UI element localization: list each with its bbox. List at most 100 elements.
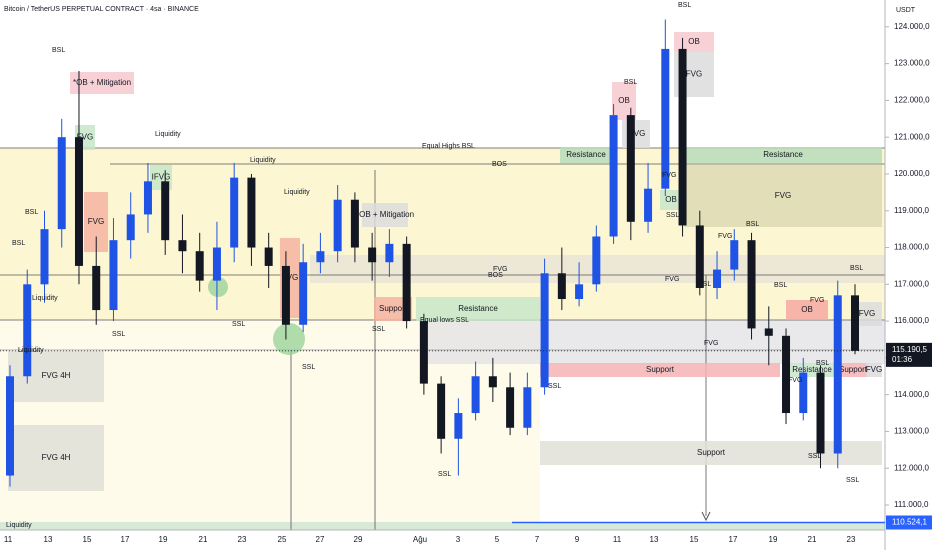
x-tick-label: 17 [121,535,130,544]
zone-label: Resistance [792,365,832,374]
liquidity-band [0,522,885,530]
annotation-label: FVG [662,172,676,179]
y-tick-label: 122.000,0 [894,96,930,105]
annotation-label: FVG [493,266,507,273]
candle-body [368,247,377,263]
candle-body [385,243,394,263]
zone-label: Support [379,304,408,313]
annotation-label: FVG [718,233,732,240]
candle-body [592,236,601,285]
zone-box [416,297,540,321]
annotation-label: SSL [808,453,821,460]
y-tick-label: 116.000,0 [894,316,930,325]
candle-body [782,335,791,414]
candle-body [816,372,825,454]
currency: USDT [896,7,916,14]
candle-body [109,240,118,311]
candle-body [299,262,308,325]
y-tick-label: 114.000,0 [894,390,930,399]
candle-body [143,181,152,215]
x-tick-label: 27 [316,535,325,544]
zone-box [612,82,636,120]
target-box [886,515,932,530]
candle-body [126,214,135,241]
x-tick-label: 21 [808,535,817,544]
gray-band [420,320,885,364]
candle-body [730,240,739,270]
candle-body [454,413,463,439]
x-tick-label: 19 [159,535,168,544]
annotation-label: Liquidity [6,522,32,529]
candle-body [247,177,256,248]
x-tick-label: 23 [847,535,856,544]
candle-body [402,243,411,322]
zone-box [70,72,134,94]
y-tick-label: 113.000,0 [894,427,930,436]
candle-body [264,247,273,266]
annotation-label: Liquidity [155,131,181,138]
zone-label: FVG [77,133,93,142]
annotation-label: BOS [488,272,503,279]
zone-label: FVG [859,309,875,318]
x-tick-label: 25 [278,535,287,544]
target-label: 110.524,1 [892,518,928,527]
candle-body [333,199,342,252]
annotation-label: SSL [438,471,451,478]
x-tick-label: 7 [535,535,540,544]
zone-label: Resistance [763,150,803,159]
candle-body [195,251,204,281]
zone-label: FVG [88,217,104,226]
annotation-label: SSL [302,364,315,371]
zone-box [560,147,612,163]
x-tick-label: 11 [4,535,13,544]
annotation-label: FVG [788,377,802,384]
annotation-label: BSL [678,2,691,9]
annotation-label: FVG [810,297,824,304]
x-tick-label: 13 [650,535,659,544]
chart-title: Bitcoin / TetherUS PERPETUAL CONTRACT · … [4,6,199,13]
candle-body [764,328,773,336]
y-tick-label: 121.000,0 [894,132,930,141]
candle-body [419,321,428,384]
annotation-label: Liquidity [32,295,58,302]
highlight-circle [208,277,228,297]
zone-label: *OB + Mitigation [356,210,414,219]
x-tick-label: 29 [354,535,363,544]
zone-box [8,425,104,491]
annotation-label: BSL [746,221,759,228]
zone-label: IFVG [152,173,171,182]
zone-label: Support [697,448,726,457]
candle-body [833,295,842,454]
annotation-label: Liquidity [284,189,310,196]
candle-body [575,284,584,300]
zone-box [362,203,408,227]
zone-label: FVG [282,273,298,282]
candle-body [23,284,32,377]
y-tick-label: 123.000,0 [894,59,930,68]
candle-body [609,115,618,237]
zone-label: Support [839,365,868,374]
candle-body [40,229,49,285]
y-tick-label: 118.000,0 [894,243,930,252]
annotation-label: BSL [774,282,787,289]
annotation-label: BSL [52,47,65,54]
zone-box [684,165,882,227]
candle-body [626,115,635,222]
candle-body [488,376,497,388]
zone-box [540,363,780,377]
y-tick-label: 112.000,0 [894,463,930,472]
annotation-label: BSL [816,360,829,367]
arrow-head [701,511,711,522]
zone-label: IFVG [627,129,646,138]
annotation-label: Equal lows SSL [420,317,469,324]
zone-box [786,363,838,377]
last-price-label: 115.190,5 [892,345,928,354]
annotation-label: FVG [665,276,679,283]
annotation-label: BSL [25,209,38,216]
zone-box [866,363,882,377]
candle-body [678,48,687,226]
x-tick-label: 19 [769,535,778,544]
candle-body [644,188,653,222]
